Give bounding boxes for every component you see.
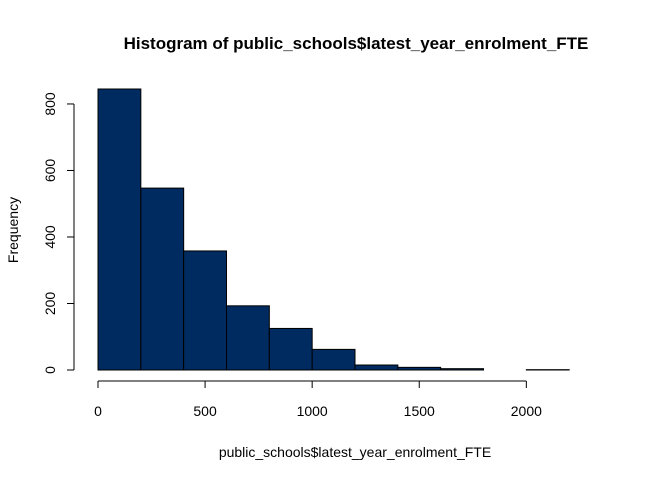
histogram-bar bbox=[397, 366, 442, 371]
histogram-bar bbox=[268, 327, 313, 371]
x-tick-label: 500 bbox=[193, 403, 217, 419]
histogram-bar bbox=[140, 187, 185, 371]
x-tick-label: 1500 bbox=[404, 403, 435, 419]
y-axis-label: Frequency bbox=[5, 197, 21, 263]
histogram-bar bbox=[183, 250, 228, 371]
y-tick-label: 200 bbox=[42, 292, 58, 316]
y-tick-label: 400 bbox=[42, 225, 58, 249]
x-tick-label: 2000 bbox=[511, 403, 542, 419]
x-tick-label: 1000 bbox=[297, 403, 328, 419]
chart-title: Histogram of public_schools$latest_year_… bbox=[124, 34, 589, 53]
histogram-bar bbox=[354, 364, 399, 371]
x-tick-label: 0 bbox=[94, 403, 102, 419]
histogram-bar bbox=[97, 88, 142, 371]
histogram-bar bbox=[311, 348, 356, 371]
y-tick-label: 600 bbox=[42, 159, 58, 183]
histogram-bar bbox=[226, 305, 270, 371]
bars-group bbox=[97, 88, 570, 371]
y-axis-ticks: 0 200 400 600 800 bbox=[42, 92, 74, 374]
x-axis-ticks: 0 500 1000 1500 2000 bbox=[94, 381, 542, 419]
y-tick-label: 0 bbox=[42, 366, 58, 374]
x-axis-label: public_schools$latest_year_enrolment_FTE bbox=[219, 444, 491, 460]
y-tick-label: 800 bbox=[42, 92, 58, 116]
histogram-bar bbox=[440, 368, 484, 371]
